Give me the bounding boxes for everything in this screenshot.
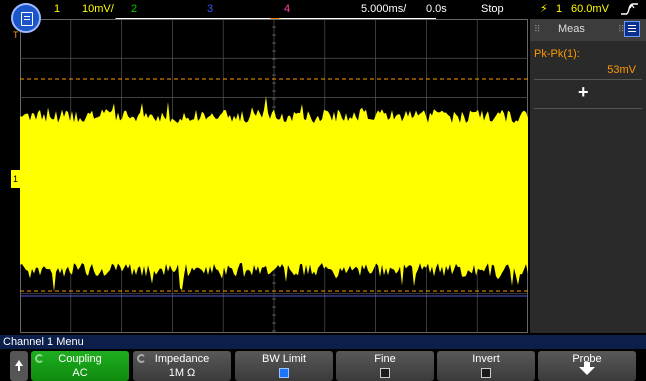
timebase-readout[interactable]: 5.000ms/ xyxy=(361,3,407,15)
ch1-ground-marker[interactable]: 1 xyxy=(11,170,20,188)
trigger-source[interactable]: 1 xyxy=(556,3,563,15)
invert-checkbox[interactable] xyxy=(481,368,491,378)
impedance-label: Impedance xyxy=(154,353,210,365)
meas-tab[interactable]: ⠿ Meas ⠿ xyxy=(530,19,646,41)
delay-readout[interactable]: 0.0s xyxy=(426,3,447,15)
drag-handle-icon[interactable]: ⠿ xyxy=(618,24,625,34)
coupling-value: AC xyxy=(72,367,88,379)
add-measurement-button[interactable]: + xyxy=(578,82,589,102)
fine-softkey[interactable]: Fine xyxy=(336,351,434,381)
menu-title-bar: Channel 1 Menu xyxy=(0,335,646,349)
impedance-value: 1M Ω xyxy=(168,367,196,379)
ch2-number[interactable]: 2 xyxy=(131,3,138,15)
graticule xyxy=(20,19,528,333)
divider xyxy=(534,108,642,109)
impedance-softkey[interactable]: Impedance 1M Ω xyxy=(133,351,231,381)
invert-softkey[interactable]: Invert xyxy=(437,351,535,381)
probe-label: Probe xyxy=(572,353,602,365)
invert-label: Invert xyxy=(472,353,500,365)
bw-limit-checkbox[interactable] xyxy=(279,368,289,378)
coupling-softkey[interactable]: Coupling AC xyxy=(31,351,129,381)
ch1-scale[interactable]: 10mV/ xyxy=(82,3,114,15)
drag-handle-icon[interactable]: ⠿ xyxy=(534,24,541,34)
probe-softkey[interactable]: Probe xyxy=(538,351,636,381)
knob-icon xyxy=(137,354,146,363)
fine-checkbox[interactable] xyxy=(380,368,390,378)
divider xyxy=(534,79,642,80)
fine-label: Fine xyxy=(374,353,396,365)
back-button[interactable] xyxy=(10,351,28,381)
meas-tab-label: Meas xyxy=(558,23,585,35)
trigger-level[interactable]: 60.0mV xyxy=(571,3,609,15)
rising-edge-icon xyxy=(621,3,638,15)
ch1-waveform xyxy=(20,96,528,292)
waveform-display[interactable] xyxy=(20,19,528,333)
ch1-number[interactable]: 1 xyxy=(54,3,61,15)
measurement-label[interactable]: Pk-Pk(1): xyxy=(534,48,580,60)
status-bar: 1 10mV/ 2 3 4 5.000ms/ 0.0s Stop ⚡ 1 60.… xyxy=(0,0,646,19)
menu-title: Channel 1 Menu xyxy=(3,336,84,348)
up-arrow-icon xyxy=(15,360,23,366)
coupling-label: Coupling xyxy=(58,353,102,365)
measurement-value: 53mV xyxy=(607,64,636,76)
ch4-number[interactable]: 4 xyxy=(284,3,291,15)
menu-icon xyxy=(21,12,33,26)
bw-limit-softkey[interactable]: BW Limit xyxy=(235,351,333,381)
knob-icon xyxy=(35,354,44,363)
trigger-level-marker[interactable]: T xyxy=(13,30,19,40)
lightning-icon: ⚡ xyxy=(540,3,548,15)
main-menu-button[interactable] xyxy=(11,3,41,33)
bw-limit-label: BW Limit xyxy=(262,353,306,365)
measurement-panel: ⠿ Meas ⠿ Pk-Pk(1): 53mV + xyxy=(530,19,646,333)
run-state[interactable]: Stop xyxy=(481,3,504,15)
list-icon[interactable] xyxy=(624,21,640,37)
ch3-number[interactable]: 3 xyxy=(207,3,214,15)
down-arrow-icon xyxy=(584,362,590,368)
